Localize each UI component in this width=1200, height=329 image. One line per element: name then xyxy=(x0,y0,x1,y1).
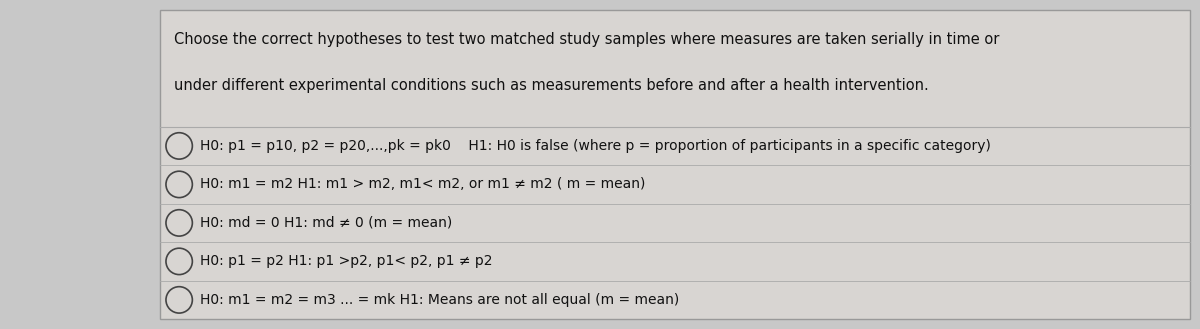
Text: H0: p1 = p10, p2 = p20,...,pk = pk0    H1: H0 is false (where p = proportion of : H0: p1 = p10, p2 = p20,...,pk = pk0 H1: … xyxy=(199,139,990,153)
Text: H0: m1 = m2 = m3 ... = mk H1: Means are not all equal (m = mean): H0: m1 = m2 = m3 ... = mk H1: Means are … xyxy=(199,293,679,307)
Text: H0: m1 = m2 H1: m1 > m2, m1< m2, or m1 ≠ m2 ( m = mean): H0: m1 = m2 H1: m1 > m2, m1< m2, or m1 ≠… xyxy=(199,177,644,191)
Text: H0: md = 0 H1: md ≠ 0 (m = mean): H0: md = 0 H1: md ≠ 0 (m = mean) xyxy=(199,216,452,230)
FancyBboxPatch shape xyxy=(160,10,1190,319)
Text: Choose the correct hypotheses to test two matched study samples where measures a: Choose the correct hypotheses to test tw… xyxy=(174,32,1000,47)
Text: under different experimental conditions such as measurements before and after a : under different experimental conditions … xyxy=(174,78,929,93)
Text: H0: p1 = p2 H1: p1 >p2, p1< p2, p1 ≠ p2: H0: p1 = p2 H1: p1 >p2, p1< p2, p1 ≠ p2 xyxy=(199,254,492,268)
